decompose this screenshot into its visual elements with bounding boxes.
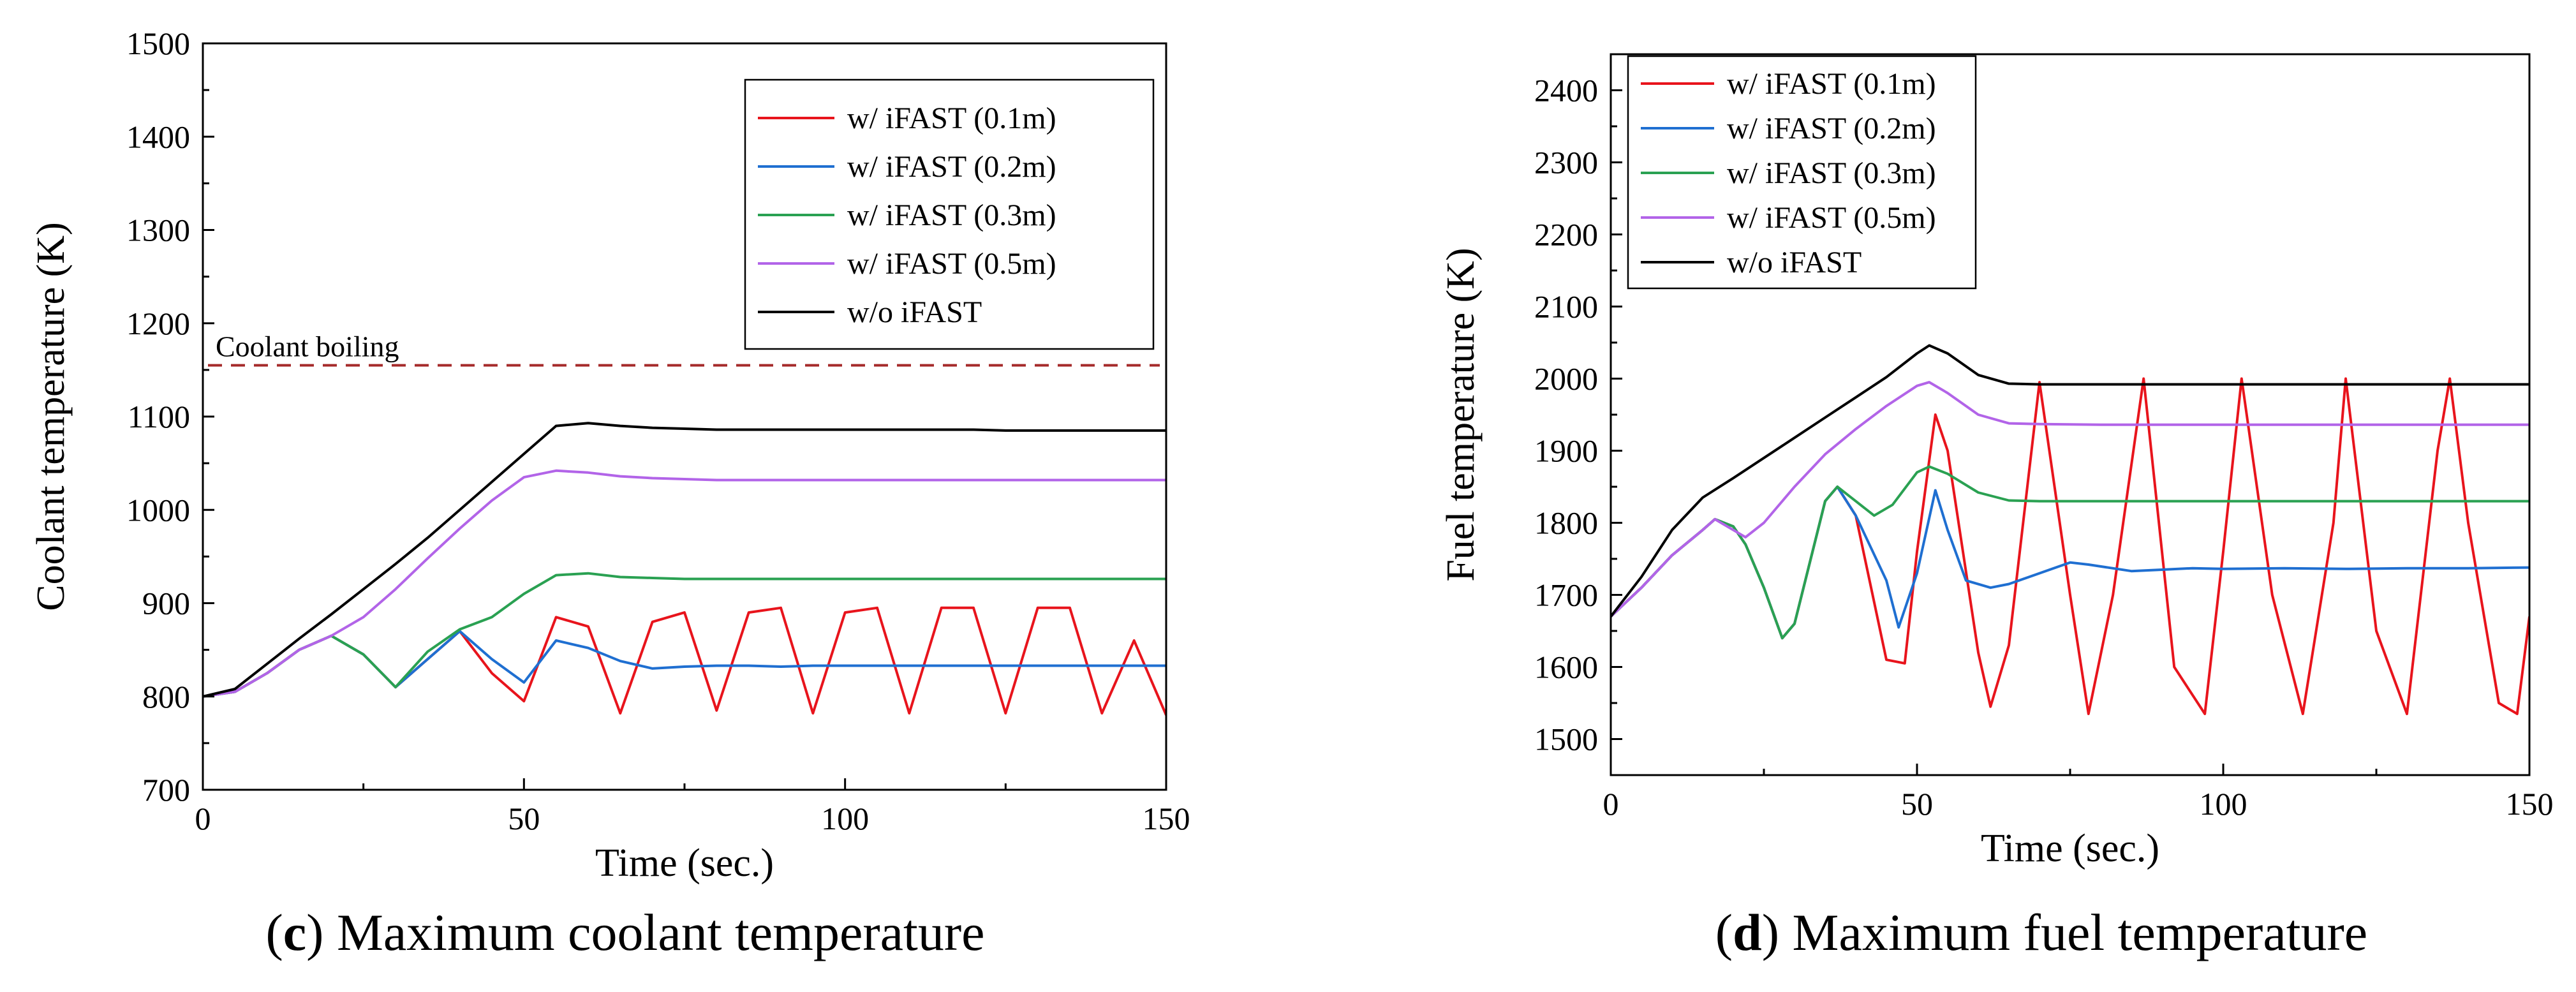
y-tick-label: 800 <box>142 679 190 714</box>
y-tick-label: 700 <box>142 772 190 808</box>
legend-label: w/ iFAST (0.1m) <box>1727 67 1936 101</box>
x-tick-label: 0 <box>1603 786 1619 822</box>
series-line-5 <box>1611 344 2529 618</box>
y-tick-label: 1800 <box>1534 505 1598 541</box>
series-line-1 <box>1611 377 2529 715</box>
y-tick-label: 1700 <box>1534 577 1598 613</box>
legend-label: w/o iFAST <box>1727 246 1862 279</box>
y-tick-label: 1000 <box>126 492 190 528</box>
legend-label: w/ iFAST (0.3m) <box>1727 156 1936 190</box>
y-tick-label: 2000 <box>1534 361 1598 397</box>
legend-label: w/ iFAST (0.2m) <box>1727 112 1936 145</box>
y-tick-label: 1200 <box>126 306 190 341</box>
y-tick-label: 1500 <box>126 26 190 61</box>
y-tick-label: 2300 <box>1534 145 1598 181</box>
series-line-2 <box>1611 485 2529 640</box>
series-line-4 <box>1611 381 2529 618</box>
legend-label: w/ iFAST (0.5m) <box>1727 201 1936 235</box>
y-tick-label: 2200 <box>1534 217 1598 253</box>
x-tick-label: 150 <box>2506 786 2554 822</box>
y-tick-label: 1600 <box>1534 649 1598 685</box>
x-tick-label: 100 <box>821 801 869 836</box>
x-tick-label: 0 <box>195 801 211 836</box>
x-tick-label: 50 <box>1901 786 1933 822</box>
y-tick-label: 1100 <box>128 399 190 434</box>
series-line-5 <box>203 422 1166 698</box>
series-line-3 <box>1611 465 2529 640</box>
y-axis-title: Coolant temperature (K) <box>29 222 73 611</box>
x-tick-label: 150 <box>1143 801 1190 836</box>
series-line-4 <box>203 469 1166 698</box>
x-axis-title: Time (sec.) <box>595 841 774 885</box>
annotation-label: Coolant boiling <box>216 330 399 363</box>
caption-c: (c) Maximum coolant temperature <box>265 903 985 961</box>
y-tick-label: 1400 <box>126 119 190 154</box>
chart-panel-c: Coolant boiling 0 50 100 150 700 800 900 1000 110… <box>29 26 1190 885</box>
legend-label: w/ iFAST (0.2m) <box>847 150 1056 184</box>
legend-label: w/ iFAST (0.5m) <box>847 247 1056 281</box>
x-tick-label: 50 <box>508 801 540 836</box>
caption-d: (d) Maximum fuel temperature <box>1715 903 2368 961</box>
chart-panel-d: 0 50 100 150 1500 1600 1700 1800 1900 2000 2100 220… <box>1439 53 2554 870</box>
y-tick-label: 2400 <box>1534 73 1598 108</box>
legend-label: w/ iFAST (0.1m) <box>847 101 1056 135</box>
y-tick-label: 1900 <box>1534 433 1598 469</box>
y-tick-label: 1500 <box>1534 722 1598 757</box>
y-axis-title: Fuel temperature (K) <box>1439 248 1483 581</box>
y-tick-label: 2100 <box>1534 289 1598 325</box>
legend-label: w/ iFAST (0.3m) <box>847 198 1056 232</box>
y-tick-label: 900 <box>142 586 190 621</box>
series-line-1 <box>203 606 1166 716</box>
series-line-3 <box>203 572 1166 698</box>
x-tick-label: 100 <box>2200 786 2247 822</box>
x-axis-title: Time (sec.) <box>1981 827 2159 870</box>
legend-label: w/o iFAST <box>847 295 982 329</box>
y-tick-label: 1300 <box>126 212 190 248</box>
